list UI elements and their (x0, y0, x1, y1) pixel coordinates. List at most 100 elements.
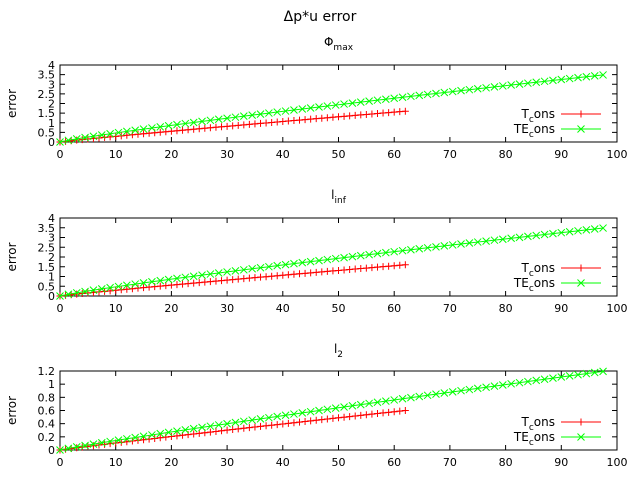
data-point (206, 270, 215, 278)
x-tick-label: 70 (443, 148, 457, 161)
data-point (365, 250, 373, 259)
data-point (273, 412, 282, 421)
data-point (490, 382, 499, 390)
data-point (373, 410, 381, 418)
data-point (582, 72, 591, 81)
data-point (239, 265, 248, 274)
data-point (290, 410, 298, 418)
x-tick-label: 10 (109, 456, 123, 469)
data-point (465, 385, 474, 394)
data-point (290, 106, 298, 114)
data-point (498, 235, 507, 244)
x-tick-label: 60 (387, 148, 401, 161)
data-point (164, 428, 173, 437)
data-point (306, 257, 315, 266)
data-point (590, 71, 599, 80)
data-point (78, 136, 86, 144)
data-point (515, 378, 524, 387)
data-point (407, 92, 415, 101)
data-point (331, 254, 340, 263)
data-point (565, 74, 574, 83)
data-point (301, 417, 309, 425)
data-point (398, 394, 407, 403)
data-point (457, 86, 465, 95)
data-point (532, 231, 541, 240)
data-point (565, 227, 574, 236)
data-point (256, 110, 265, 118)
data-point (64, 444, 73, 453)
data-point (448, 87, 457, 96)
x-tick-label: 0 (57, 148, 64, 161)
data-point (173, 120, 181, 129)
y-tick-label: 0.8 (38, 391, 56, 404)
data-point (524, 79, 532, 88)
data-point (106, 287, 114, 295)
data-point (323, 255, 332, 264)
data-point (524, 232, 532, 241)
data-point (390, 94, 399, 103)
data-point (218, 427, 226, 435)
data-point (599, 71, 607, 79)
legend-label: Tcons (521, 107, 556, 125)
series-Tcons (56, 407, 409, 454)
data-point (173, 432, 181, 440)
data-point (381, 95, 390, 104)
data-point (231, 267, 240, 275)
data-point (156, 276, 165, 285)
data-point (281, 411, 290, 420)
data-point (507, 379, 516, 388)
series-Tcons (56, 261, 409, 300)
data-point (415, 392, 424, 401)
data-point (515, 80, 524, 88)
data-point (139, 279, 148, 287)
data-point (195, 429, 203, 437)
data-point (323, 405, 332, 414)
data-point (340, 413, 348, 421)
data-point (307, 417, 315, 425)
data-point (498, 381, 507, 389)
data-point (73, 290, 81, 298)
data-point (540, 375, 549, 384)
y-tick-label: 0 (48, 290, 55, 303)
data-point (532, 78, 541, 87)
figure-title: Δp*u error (284, 9, 357, 25)
data-point (240, 424, 248, 432)
data-point (423, 391, 432, 400)
data-point (64, 136, 73, 145)
data-point (214, 269, 223, 277)
data-point (340, 403, 348, 411)
legend-label: Tcons (521, 261, 556, 279)
data-point (323, 415, 331, 423)
y-tick-label: 3 (48, 78, 55, 91)
data-point (273, 108, 282, 116)
data-point (72, 288, 81, 297)
data-point (515, 233, 524, 242)
data-point (239, 112, 248, 121)
x-tick-label: 80 (499, 148, 513, 161)
data-point (507, 234, 516, 243)
data-point (390, 396, 399, 404)
data-point (184, 280, 192, 288)
data-point (379, 409, 387, 417)
data-point (599, 367, 607, 376)
data-point (401, 107, 409, 115)
subplot-3: l2 error 00.20.40.60.811.2 0 10 20 30 40 50 60 70 8… (5, 342, 628, 469)
data-point (72, 135, 81, 143)
data-point (122, 434, 131, 443)
data-point (549, 374, 557, 383)
data-point (181, 119, 190, 128)
data-point (346, 413, 354, 421)
data-point (123, 285, 131, 293)
y-tick-label: 3.5 (38, 69, 56, 82)
data-point (532, 376, 541, 385)
data-point (448, 387, 457, 396)
data-point (457, 240, 465, 248)
data-point (356, 400, 365, 409)
data-point (473, 384, 482, 393)
data-point (312, 416, 320, 424)
data-point (139, 432, 148, 441)
data-point (134, 284, 142, 292)
data-point (565, 372, 574, 380)
